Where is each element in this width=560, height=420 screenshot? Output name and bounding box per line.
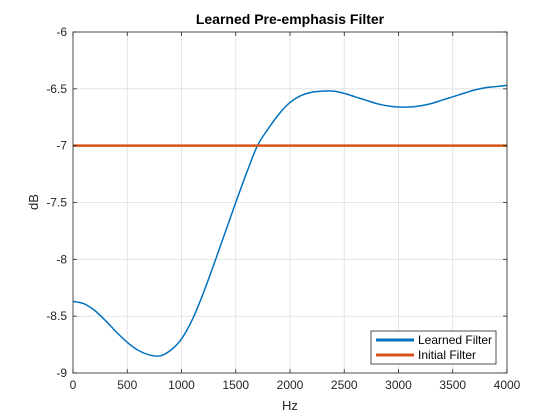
x-tick-label: 500 xyxy=(117,378,137,392)
y-tick-label: -8 xyxy=(56,252,67,266)
ticks: 0 500 1000 1500 2000 2500 3000 3500 4000 -9 -8.5 -8… xyxy=(46,25,520,392)
y-tick-label: -7 xyxy=(56,139,67,153)
series-line-learned-filter xyxy=(72,84,508,357)
legend: Learned Filter Initial Filter xyxy=(370,330,497,365)
x-tick-label: 0 xyxy=(70,378,77,392)
chart-title: Learned Pre-emphasis Filter xyxy=(196,11,385,27)
legend-entry-initial: Initial Filter xyxy=(418,348,476,362)
y-axis-label: dB xyxy=(26,194,41,210)
legend-box xyxy=(370,330,497,365)
y-tick-label: -9 xyxy=(56,366,67,380)
x-tick-label: 2000 xyxy=(277,378,304,392)
x-tick-label: 1000 xyxy=(168,378,195,392)
x-axis-label: Hz xyxy=(282,398,298,413)
x-tick-label: 3000 xyxy=(385,378,412,392)
y-tick-label: -7.5 xyxy=(46,196,67,210)
x-tick-label: 4000 xyxy=(494,378,521,392)
y-tick-label: -8.5 xyxy=(46,309,67,323)
legend-entry-learned: Learned Filter xyxy=(418,333,492,347)
y-tick-label: -6.5 xyxy=(46,82,67,96)
series-layer xyxy=(72,84,508,357)
x-tick-label: 3500 xyxy=(439,378,466,392)
y-tick-label: -6 xyxy=(56,25,67,39)
x-tick-label: 1500 xyxy=(222,378,249,392)
x-tick-label: 2500 xyxy=(331,378,358,392)
